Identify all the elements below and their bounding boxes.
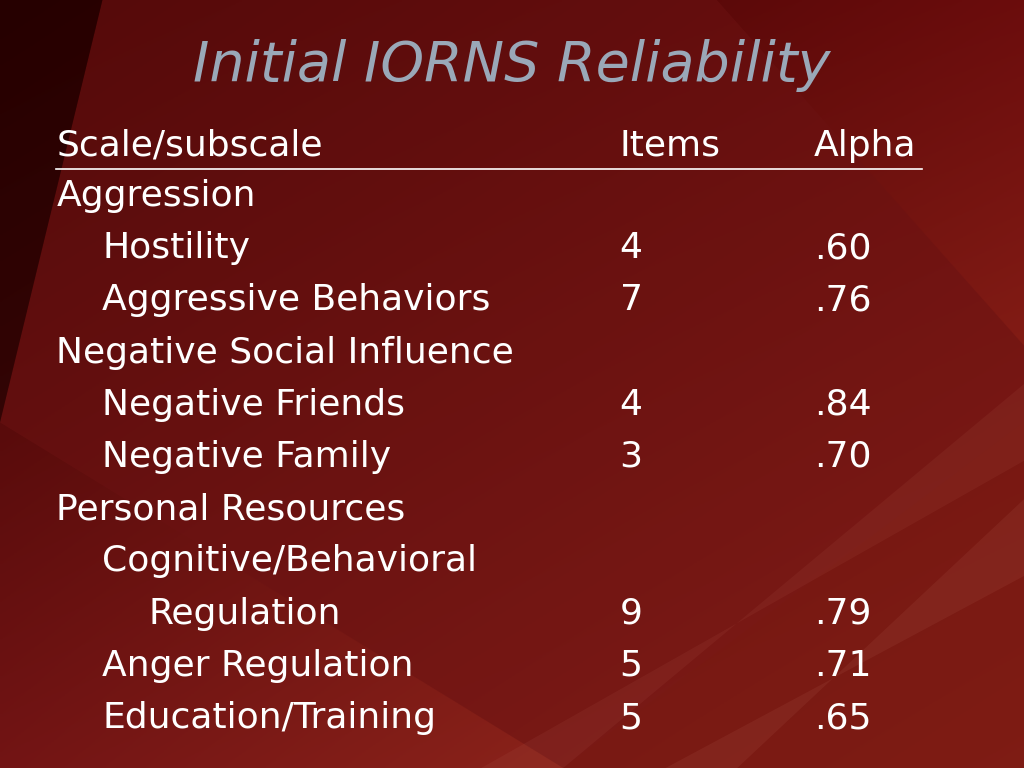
Text: .71: .71 <box>814 649 871 683</box>
Polygon shape <box>666 499 1024 768</box>
Text: .70: .70 <box>814 440 871 474</box>
Text: .76: .76 <box>814 283 871 317</box>
Text: Personal Resources: Personal Resources <box>56 492 406 526</box>
Text: 9: 9 <box>620 597 642 631</box>
Text: 3: 3 <box>620 440 642 474</box>
Text: Regulation: Regulation <box>148 597 341 631</box>
Text: 7: 7 <box>620 283 642 317</box>
Text: Aggressive Behaviors: Aggressive Behaviors <box>102 283 490 317</box>
Text: Hostility: Hostility <box>102 231 251 265</box>
Polygon shape <box>0 0 102 422</box>
Text: .79: .79 <box>814 597 871 631</box>
Text: .84: .84 <box>814 388 871 422</box>
Text: Negative Family: Negative Family <box>102 440 391 474</box>
Text: Anger Regulation: Anger Regulation <box>102 649 414 683</box>
Text: Alpha: Alpha <box>814 129 916 163</box>
Text: 5: 5 <box>620 649 642 683</box>
Text: Items: Items <box>620 129 721 163</box>
Text: Aggression: Aggression <box>56 179 256 213</box>
Text: Education/Training: Education/Training <box>102 701 436 735</box>
Polygon shape <box>563 422 1024 768</box>
Text: Initial IORNS Reliability: Initial IORNS Reliability <box>194 38 830 92</box>
Text: 4: 4 <box>620 231 642 265</box>
Text: .60: .60 <box>814 231 871 265</box>
Text: 4: 4 <box>620 388 642 422</box>
Text: Cognitive/Behavioral: Cognitive/Behavioral <box>102 545 477 578</box>
Text: Scale/subscale: Scale/subscale <box>56 129 323 163</box>
Text: Negative Social Influence: Negative Social Influence <box>56 336 514 369</box>
Text: .65: .65 <box>814 701 871 735</box>
Text: Negative Friends: Negative Friends <box>102 388 406 422</box>
Text: 5: 5 <box>620 701 642 735</box>
Polygon shape <box>481 384 1024 768</box>
